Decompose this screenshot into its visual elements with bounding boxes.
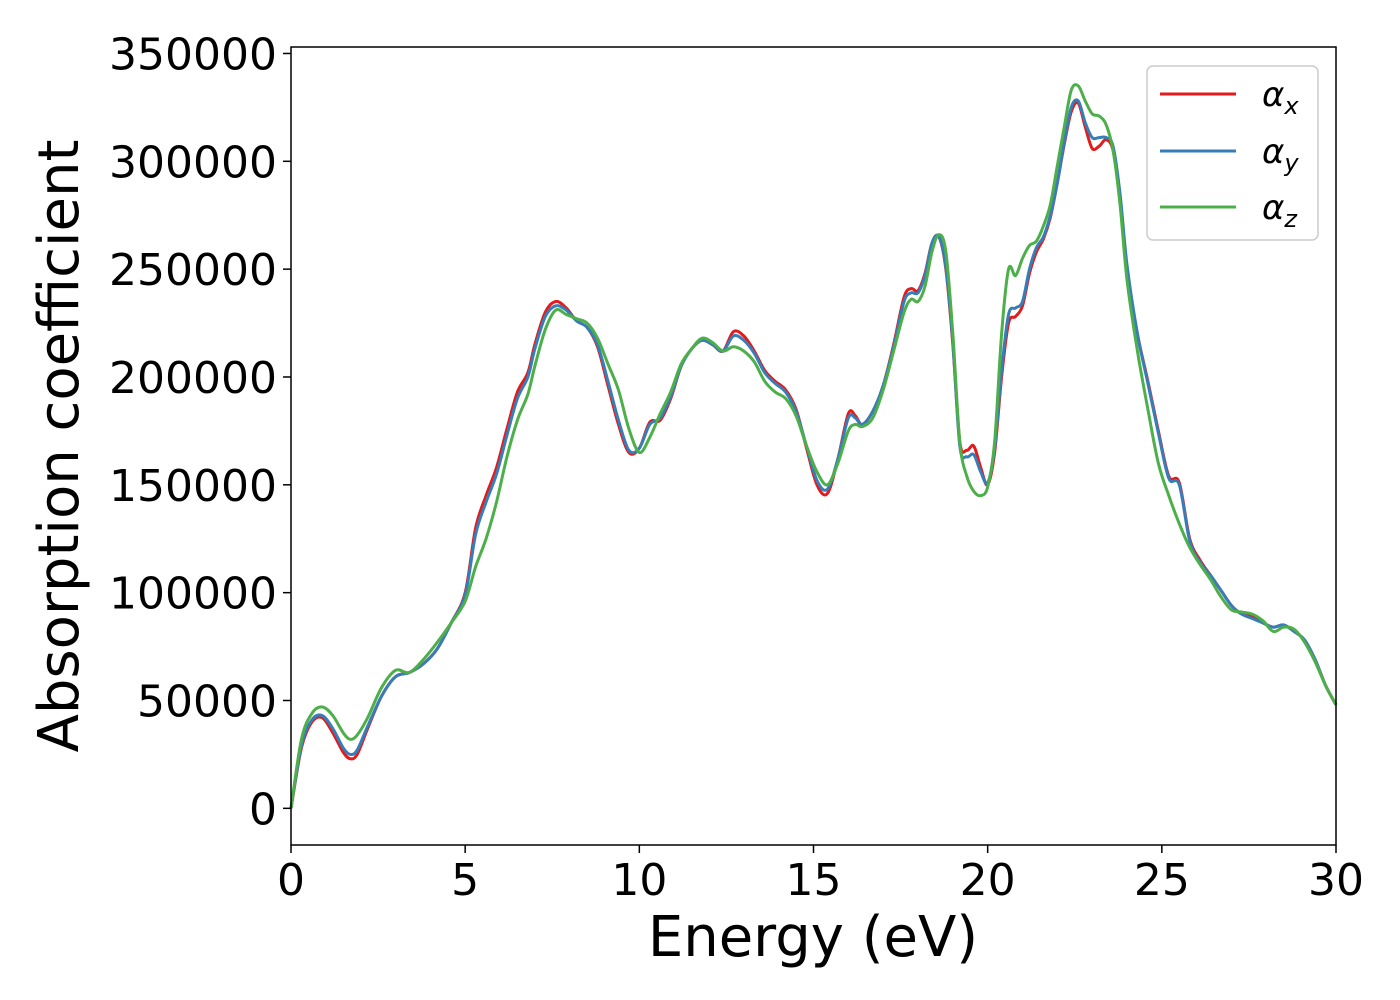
y-axis-label: Absorption coefficient	[27, 140, 92, 753]
x-tick-label: 30	[1308, 855, 1364, 906]
x-tick-label: 15	[786, 855, 842, 906]
series-layer	[289, 83, 1338, 809]
x-tick-label: 25	[1134, 855, 1190, 906]
legend: αx αy αz	[1146, 65, 1319, 241]
y-tick-label: 350000	[109, 29, 277, 80]
legend-label-alpha-y: αy	[1262, 132, 1299, 177]
legend-subscript-z: z	[1283, 205, 1298, 233]
y-tick-label: 0	[249, 784, 277, 835]
x-tick-label: 5	[451, 855, 479, 906]
legend-label-alpha-z: αz	[1262, 188, 1298, 233]
y-tick-label: 200000	[109, 353, 277, 404]
series-line-alpha-y	[289, 98, 1338, 809]
legend-subscript-x: x	[1283, 92, 1299, 120]
x-axis-label: Energy (eV)	[648, 905, 978, 970]
x-tick-label: 10	[611, 855, 667, 906]
legend-symbol-alpha-x: α	[1262, 75, 1284, 115]
legend-subscript-y: y	[1283, 149, 1299, 177]
legend-symbol-alpha-z: α	[1262, 188, 1284, 228]
x-tick-label: 0	[277, 855, 305, 906]
x-axis-ticks: 0 5 10 15 20 25 30	[277, 845, 1364, 906]
y-axis-ticks: 0 50000 100000 150000 200000 250000 300000 3500…	[109, 29, 291, 835]
y-tick-label: 150000	[109, 461, 277, 512]
y-tick-label: 100000	[109, 569, 277, 620]
legend-symbol-alpha-y: α	[1262, 132, 1284, 172]
legend-frame	[1146, 65, 1319, 241]
legend-label-alpha-x: αx	[1262, 75, 1299, 120]
y-tick-label: 50000	[137, 676, 277, 727]
series-line-alpha-z	[289, 83, 1338, 809]
y-tick-label: 250000	[109, 245, 277, 296]
y-tick-label: 300000	[109, 137, 277, 188]
x-tick-label: 20	[960, 855, 1016, 906]
